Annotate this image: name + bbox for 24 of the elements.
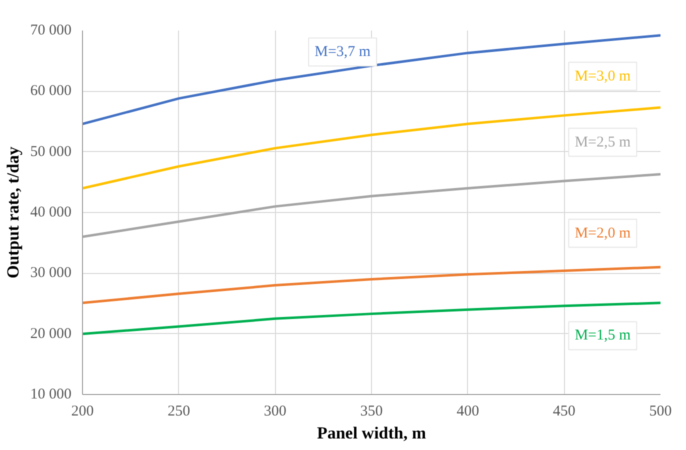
- x-tick-label: 350: [360, 404, 383, 420]
- y-tick-label: 70 000: [30, 22, 72, 38]
- x-tick-label: 400: [456, 404, 480, 420]
- y-axis-title: Output rate, t/day: [3, 146, 22, 278]
- x-tick-label: 300: [264, 404, 286, 420]
- y-tick-label: 10 000: [30, 386, 72, 402]
- series-label: M=1,5 m: [574, 328, 632, 344]
- x-tick-label: 200: [71, 404, 94, 420]
- line-series: [82, 266, 660, 304]
- y-tick-label: 40 000: [30, 204, 72, 220]
- series-label: M=2,0 m: [574, 225, 632, 242]
- x-axis-title: Panel width, m: [316, 424, 426, 442]
- x-tick-label: 450: [552, 404, 576, 420]
- x-tick-label: 500: [649, 404, 672, 420]
- y-tick-label: 30 000: [30, 265, 72, 282]
- series-label: M=2,5 m: [574, 134, 632, 150]
- y-tick-label: 60 000: [30, 83, 72, 100]
- y-tick-label: 50 000: [30, 144, 72, 160]
- line-series: [82, 34, 660, 126]
- y-tick-label: 20 000: [30, 326, 72, 342]
- series-label: M=3,0 m: [574, 68, 632, 84]
- series-label: M=3,7 m: [314, 44, 371, 60]
- x-tick-label: 250: [168, 404, 190, 420]
- line-series: [82, 106, 660, 190]
